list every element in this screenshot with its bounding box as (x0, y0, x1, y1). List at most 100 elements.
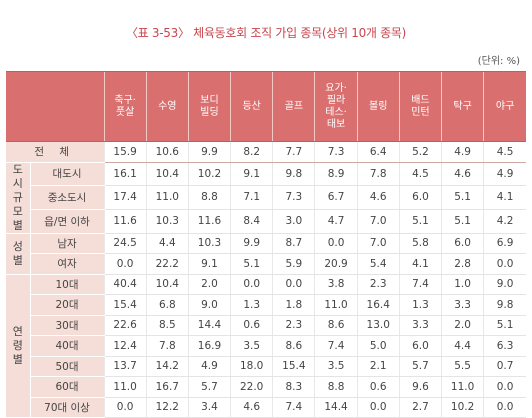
table-cell: 6.0 (398, 335, 442, 357)
table-cell: 16.4 (356, 294, 400, 316)
table-cell: 16.1 (103, 162, 147, 187)
table-cell: 6.9 (483, 233, 526, 254)
column-header: 축구· 풋살 (103, 71, 147, 142)
table-cell: 8.8 (314, 376, 358, 398)
row-label: 여자 (29, 253, 105, 275)
table-cell: 7.0 (356, 233, 400, 254)
table-cell: 6.0 (441, 233, 484, 254)
table-cell: 4.1 (398, 253, 442, 275)
table-cell: 0.0 (483, 376, 526, 398)
table-cell: 11.0 (314, 294, 358, 316)
table-cell: 8.7 (272, 233, 315, 254)
column-header: 야구 (483, 71, 526, 142)
table-cell: 11.0 (103, 376, 147, 398)
table-cell: 11.0 (145, 185, 189, 210)
table-cell: 7.4 (398, 274, 442, 295)
table-cell: 1.3 (230, 294, 273, 316)
table-cell: 16.9 (187, 335, 231, 357)
row-label: 40대 (29, 335, 105, 357)
table-cell: 4.9 (187, 356, 231, 377)
table-cell: 5.5 (441, 356, 484, 377)
table-cell: 4.9 (441, 141, 484, 163)
group-label: 성 별 (6, 233, 30, 275)
table-cell: 9.1 (187, 253, 231, 275)
table-cell: 5.1 (483, 315, 526, 336)
table-cell: 0.0 (356, 397, 400, 418)
row-label: 60대 (29, 376, 105, 398)
column-header: 배드 민턴 (398, 71, 442, 142)
table-cell: 11.6 (187, 209, 231, 234)
table-cell: 14.4 (314, 397, 358, 418)
table-cell: 14.2 (145, 356, 189, 377)
table-row-total: 전 체 15.9 10.6 9.9 8.2 7.7 7.3 6.4 5.2 4.9 4.5 (6, 141, 526, 163)
table-cell: 12.4 (103, 335, 147, 357)
table-cell: 2.7 (398, 397, 442, 418)
table-cell: 8.6 (272, 335, 315, 357)
table-cell: 3.4 (187, 397, 231, 418)
table-cell: 8.5 (145, 315, 189, 336)
table-cell: 22.0 (230, 376, 273, 398)
table-row: 여자 0.0 22.2 9.1 5.1 5.9 20.9 5.4 4.1 2.8 0.0 (6, 253, 526, 275)
table-cell: 0.7 (483, 356, 526, 377)
table-cell: 10.4 (145, 274, 189, 295)
table-row: 도 시 규 모 별 대도시 16.1 10.4 10.2 9.1 9.8 8.9 7.8 4.5 4… (6, 162, 526, 234)
table-cell: 10.4 (145, 162, 189, 187)
table-cell: 0.0 (483, 397, 526, 418)
table-cell: 6.7 (314, 185, 358, 210)
table-cell: 3.3 (441, 294, 484, 316)
table-cell: 2.0 (187, 274, 231, 295)
row-label: 10대 (29, 274, 105, 295)
header-corner (6, 71, 105, 142)
row-label-total: 전 체 (6, 141, 105, 163)
column-header: 등산 (230, 71, 273, 142)
table-cell: 7.7 (272, 141, 315, 163)
table-row: 60대 11.0 16.7 5.7 22.0 8.3 8.8 0.6 9.6 11.0 0.0 (6, 376, 526, 398)
column-header: 탁구 (441, 71, 484, 142)
table-cell: 3.5 (230, 335, 273, 357)
table-row: 중소도시 17.4 11.0 8.8 7.1 7.3 6.7 4.6 6.0 5.1 4.1 (6, 185, 526, 210)
table-title: 〈표 3-53〉 체육동호회 조직 가입 종목(상위 10개 종목) (125, 26, 407, 40)
table-cell: 4.7 (314, 209, 358, 234)
column-header: 골프 (272, 71, 315, 142)
group-label-text: 도 시 규 모 별 (12, 162, 23, 232)
row-label: 읍/면 이하 (29, 209, 105, 234)
table-cell: 18.0 (230, 356, 273, 377)
table-cell: 7.4 (272, 397, 315, 418)
table-cell: 7.8 (356, 162, 400, 187)
table-cell: 8.9 (314, 162, 358, 187)
row-label: 70대 이상 (29, 397, 105, 418)
table-cell: 0.0 (230, 274, 273, 295)
row-label: 대도시 (29, 162, 105, 187)
group-label: 도 시 규 모 별 (6, 162, 30, 234)
table-cell: 4.4 (441, 335, 484, 357)
table-cell: 5.1 (441, 185, 484, 210)
table-cell: 7.8 (145, 335, 189, 357)
group-label: 연 령 별 (6, 274, 30, 418)
table-cell: 4.6 (356, 185, 400, 210)
table-row: 성 별 남자 24.5 4.4 10.3 9.9 8.7 0.0 7.0 5.8 6.0 6.9 (6, 233, 526, 275)
table-cell: 5.8 (398, 233, 442, 254)
column-header: 보디 빌딩 (187, 71, 231, 142)
data-table: 축구· 풋살 수영 보디 빌딩 등산 골프 요가· 필라 테스· 태보 볼링 배… (6, 71, 526, 418)
table-cell: 2.8 (441, 253, 484, 275)
table-cell: 0.0 (272, 274, 315, 295)
table-cell: 9.9 (230, 233, 273, 254)
table-cell: 4.5 (483, 141, 526, 163)
table-cell: 3.3 (398, 315, 442, 336)
table-cell: 16.7 (145, 376, 189, 398)
table-cell: 3.0 (272, 209, 315, 234)
table-cell: 8.2 (230, 141, 273, 163)
table-cell: 11.0 (441, 376, 484, 398)
table-cell: 15.4 (103, 294, 147, 316)
table-cell: 9.6 (398, 376, 442, 398)
table-cell: 10.2 (441, 397, 484, 418)
table-cell: 11.6 (103, 209, 147, 234)
table-cell: 4.2 (483, 209, 526, 234)
table-cell: 7.4 (314, 335, 358, 357)
row-label: 30대 (29, 315, 105, 336)
table-cell: 3.8 (314, 274, 358, 295)
table-cell: 8.8 (187, 185, 231, 210)
table-cell: 5.7 (398, 356, 442, 377)
table-row: 40대 12.4 7.8 16.9 3.5 8.6 7.4 5.0 6.0 4.4 6.3 (6, 335, 526, 357)
column-header: 수영 (145, 71, 189, 142)
